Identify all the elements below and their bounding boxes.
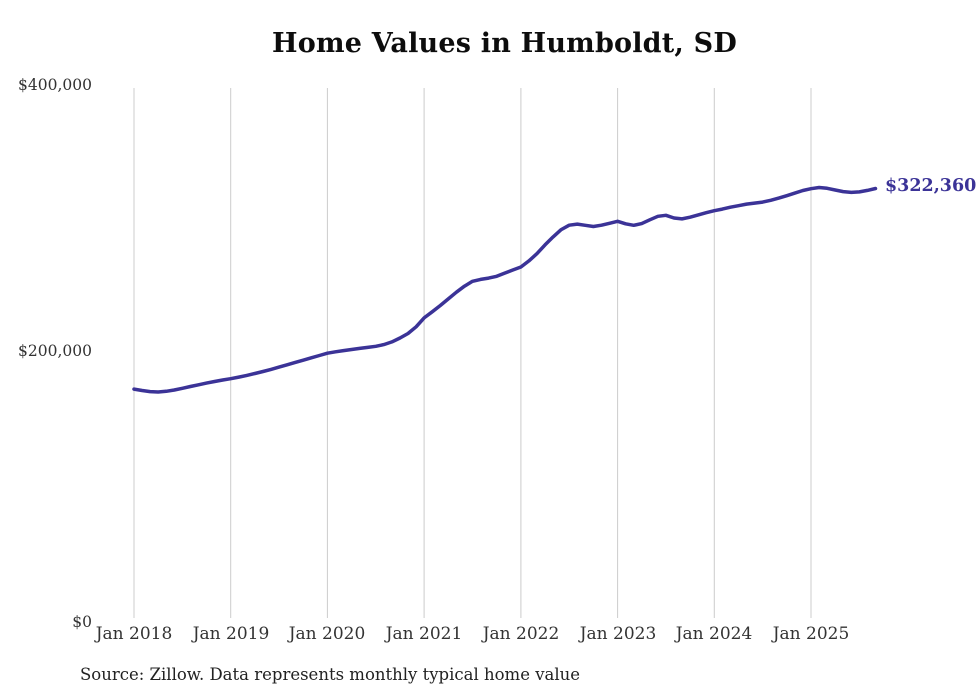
x-axis-tick-2021: Jan 2021 [385, 624, 463, 644]
y-axis-tick-200k: $200,000 [18, 342, 92, 360]
x-axis-tick-2024: Jan 2024 [675, 624, 753, 644]
x-axis-tick-2022: Jan 2022 [482, 624, 560, 644]
x-axis-tick-2020: Jan 2020 [288, 624, 366, 644]
latest-value-label: $322,360 [885, 176, 977, 197]
chart-title: Home Values in Humboldt, SD [272, 28, 737, 59]
y-axis-tick-400k: $400,000 [18, 76, 92, 94]
x-axis-tick-2023: Jan 2023 [579, 624, 657, 644]
source-note: Source: Zillow. Data represents monthly … [80, 665, 581, 684]
home-value-line [132, 185, 878, 394]
x-axis-tick-2019: Jan 2019 [192, 624, 270, 644]
x-axis-tick-2025: Jan 2025 [772, 624, 850, 644]
x-axis-tick-2018: Jan 2018 [95, 624, 173, 644]
y-axis-tick-0: $0 [72, 613, 92, 631]
